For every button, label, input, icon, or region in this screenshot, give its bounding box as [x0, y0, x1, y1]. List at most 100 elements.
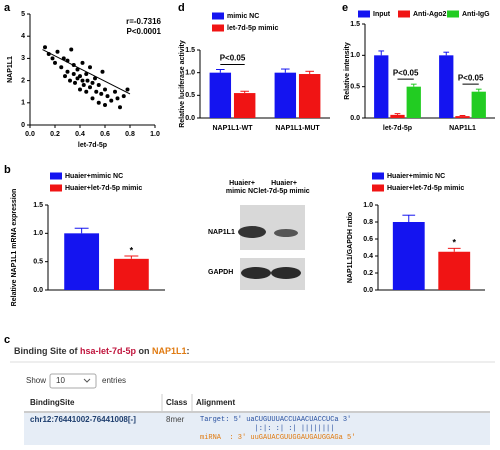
y-tick-label: 0.0: [33, 287, 43, 294]
legend-label: let-7d-5p mimic: [227, 25, 278, 32]
title-part: Binding Site of: [14, 346, 80, 356]
y-axis-label: Relative NAP1L1 mRNA expression: [11, 189, 18, 307]
panel-label: a: [4, 2, 11, 14]
title-part: :: [187, 346, 190, 356]
point: [71, 63, 76, 68]
annotation: P<0.05: [458, 73, 484, 82]
page-size: 10: [56, 376, 65, 385]
y-tick-label: 1.5: [185, 47, 195, 54]
point: [115, 96, 120, 101]
bar: [455, 116, 470, 118]
legend-label: mimic NC: [227, 13, 259, 20]
y-tick-label: 2: [21, 77, 25, 84]
table-row: [24, 413, 490, 445]
x-tick-label: NAP1L1-MUT: [275, 125, 320, 132]
x-axis-label: let-7d-5p: [78, 142, 107, 149]
legend-swatch: [398, 10, 410, 18]
point: [103, 103, 107, 108]
bar: [392, 222, 425, 290]
point: [80, 60, 85, 65]
bar: [298, 74, 321, 118]
table-header: [24, 394, 490, 412]
y-tick-label: 0.6: [363, 236, 373, 243]
lane-label: Huaier+: [271, 180, 297, 187]
legend-label: Huaier+mimic NC: [65, 173, 123, 180]
point: [105, 94, 110, 99]
point: [100, 69, 105, 74]
x-tick-label: 1.0: [150, 131, 160, 138]
point: [63, 74, 67, 79]
y-tick-label: 0: [21, 122, 25, 129]
y-tick-label: 0.0: [185, 115, 195, 122]
point: [43, 45, 47, 50]
point: [69, 47, 74, 52]
y-axis-label: Relative luciferase activity: [179, 40, 186, 128]
x-tick-label: 0.2: [50, 131, 60, 138]
table-title: Binding Site of hsa-let-7d-5p on NAP1L1:: [14, 346, 190, 356]
point: [59, 65, 64, 70]
point: [93, 76, 97, 81]
point: [68, 78, 72, 83]
y-axis-label: NAP1L1/GAPDH ratio: [347, 212, 354, 283]
column-header[interactable]: Alignment: [196, 398, 235, 407]
point: [85, 78, 90, 83]
legend-swatch: [50, 184, 62, 192]
entries-label: entries: [102, 376, 126, 385]
bar: [390, 114, 405, 118]
annotation: *: [130, 245, 134, 255]
point: [65, 69, 70, 74]
bar: [113, 258, 149, 290]
band: [238, 226, 266, 238]
panel-label: e: [342, 2, 348, 14]
y-tick-label: 0.5: [185, 92, 195, 99]
class: 8mer: [166, 415, 185, 424]
legend-label: Anti-IgG: [462, 11, 490, 18]
bar: [374, 55, 389, 118]
bar: [274, 72, 297, 118]
western-blot: Huaier+ mimic NC Huaier+ let-7d-5p mimic…: [208, 180, 310, 290]
alignment-mirna: miRNA : 3' uuGAUACGUUGGAUGAUGGAGa 5': [200, 434, 355, 442]
annotation: r=-0.7316: [126, 17, 161, 26]
y-axis-label: Relative intensity: [344, 42, 351, 100]
y-tick-label: 0.5: [350, 84, 360, 91]
y-tick-label: 1.0: [350, 52, 360, 59]
point: [53, 60, 57, 65]
column-header[interactable]: BindingSite: [30, 398, 75, 407]
binding-site: chr12:76441002-76441008[-]: [30, 415, 136, 424]
y-tick-label: 1.5: [33, 202, 43, 209]
point: [61, 56, 66, 61]
point: [96, 83, 101, 88]
alignment-match: |:|: :| :| ||||||||: [200, 425, 334, 433]
y-tick-label: 4: [21, 33, 25, 40]
point: [71, 71, 76, 76]
y-tick-label: 1.0: [33, 230, 43, 237]
x-tick-label: NAP1L1: [449, 125, 476, 132]
y-tick-label: 0.0: [350, 115, 360, 122]
page-size-select[interactable]: [49, 373, 97, 389]
point: [84, 89, 89, 94]
y-tick-label: 1.5: [350, 21, 360, 28]
y-tick-label: 0.0: [363, 287, 373, 294]
y-tick-label: 1.0: [185, 70, 195, 77]
point: [88, 85, 92, 90]
panel-label: c: [4, 334, 10, 346]
trend-line: [42, 49, 131, 95]
y-tick-label: 0.5: [33, 259, 43, 266]
y-tick-label: 0.2: [363, 270, 373, 277]
point: [84, 71, 89, 76]
legend-label: Huaier+let-7d-5p mimic: [65, 185, 142, 192]
annotation: *: [452, 238, 456, 248]
point: [50, 56, 55, 61]
row-label: GAPDH: [208, 269, 233, 276]
point: [81, 83, 86, 88]
column-header[interactable]: Class: [166, 398, 188, 407]
x-tick-label: let-7d-5p: [383, 125, 412, 132]
legend-swatch: [358, 10, 370, 18]
lane-label: mimic NC: [226, 188, 258, 195]
annotation: P<0.0001: [127, 27, 162, 36]
y-tick-label: 1: [21, 100, 25, 107]
y-axis-label: NAP1L1: [7, 56, 14, 83]
point: [65, 58, 70, 63]
show-label: Show: [26, 376, 46, 385]
